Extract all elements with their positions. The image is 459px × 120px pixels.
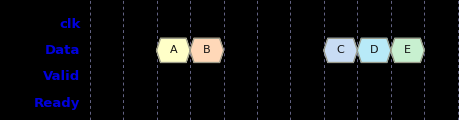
Polygon shape: [323, 38, 357, 62]
Text: B: B: [202, 45, 210, 55]
Polygon shape: [357, 38, 390, 62]
Text: Data: Data: [45, 44, 80, 57]
Text: E: E: [403, 45, 410, 55]
Polygon shape: [390, 38, 423, 62]
Polygon shape: [156, 38, 190, 62]
Text: D: D: [369, 45, 377, 55]
Text: Ready: Ready: [34, 97, 80, 110]
Polygon shape: [190, 38, 223, 62]
Text: A: A: [169, 45, 177, 55]
Text: C: C: [336, 45, 344, 55]
Text: clk: clk: [59, 18, 80, 30]
Text: Valid: Valid: [43, 70, 80, 83]
